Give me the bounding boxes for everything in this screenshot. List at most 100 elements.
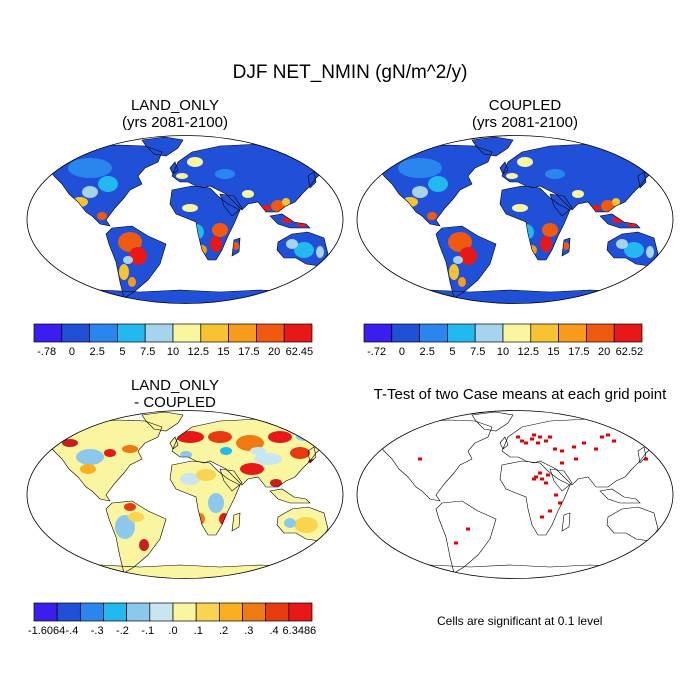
field-patch xyxy=(129,247,147,265)
field-patch xyxy=(242,190,254,198)
landmass-antarctica xyxy=(62,290,318,304)
significant-cell xyxy=(536,441,540,445)
coastline-arabia xyxy=(219,193,243,217)
coastline-madagascar xyxy=(231,512,241,532)
field-patch xyxy=(124,503,136,511)
coastline-africa xyxy=(499,185,571,261)
field-patch xyxy=(268,431,292,443)
landmass-namerica xyxy=(48,420,162,501)
significant-cell xyxy=(560,449,564,453)
landmass-africa xyxy=(500,461,570,535)
field-patch xyxy=(506,173,518,179)
panel-title-line2: (yrs 2081-2100) xyxy=(472,114,578,131)
significance-note: Cells are significant at 0.1 level xyxy=(437,614,603,628)
coastline-arabia xyxy=(219,468,243,492)
significant-cell xyxy=(524,441,528,445)
colorbar-swatch xyxy=(89,323,118,343)
coastline-greenland xyxy=(471,136,514,157)
landmass-antarctica xyxy=(62,565,318,579)
colorbar-swatch xyxy=(586,323,615,343)
colorbar-swatch xyxy=(242,602,267,622)
panel-title-line1: LAND_ONLY xyxy=(130,97,220,114)
field-patch xyxy=(210,236,222,252)
landmass-arabia xyxy=(220,194,242,216)
significant-cell xyxy=(534,475,538,479)
colorbar-swatch xyxy=(265,602,290,622)
coastline-uk xyxy=(169,436,179,450)
panel-title-line1: T-Test of two Case means at each grid po… xyxy=(373,386,667,403)
panel-title-line1: LAND_ONLY xyxy=(130,377,220,394)
significant-cell xyxy=(600,435,604,439)
landmass-antarctica xyxy=(392,290,648,304)
coastline-indonesia xyxy=(269,213,311,229)
field-patch xyxy=(624,242,644,258)
colorbar-tick-label: .3 xyxy=(244,625,253,637)
landmass-australia xyxy=(607,507,658,541)
map-coupled xyxy=(356,135,674,304)
colorbar-tick-label: .2 xyxy=(219,625,228,637)
field-patch xyxy=(612,198,620,206)
field-patch xyxy=(208,493,224,513)
field-patch xyxy=(646,246,654,258)
field-patch xyxy=(233,242,239,250)
colorbar-swatch xyxy=(117,323,146,343)
field-patch xyxy=(542,223,558,237)
field-patch xyxy=(180,473,200,485)
significant-cell xyxy=(574,457,578,461)
coastline-namerica xyxy=(377,419,493,502)
colorbar-tick-label: -.1 xyxy=(141,625,154,637)
globe-border xyxy=(356,410,674,579)
coastline-indonesia xyxy=(269,488,311,504)
colorbar-swatch xyxy=(474,323,504,343)
panel-title-ttest: T-Test of two Case means at each grid po… xyxy=(345,386,695,403)
field-patch xyxy=(187,157,203,167)
colorbar-swatch xyxy=(79,602,104,622)
coastline-uk xyxy=(499,161,509,175)
colorbar-tick-label: 20 xyxy=(598,346,610,358)
colorbar-tick-label: -.4 xyxy=(65,625,78,637)
colorbar-tick-label: 17.5 xyxy=(238,346,259,358)
field-patch xyxy=(512,204,528,212)
colorbar-tick-label: 7.5 xyxy=(470,346,485,358)
coastline-africa xyxy=(169,460,241,536)
landmass-madagascar xyxy=(232,513,240,531)
significant-cell xyxy=(540,477,544,481)
field-patch xyxy=(459,247,477,265)
colorbar-swatch xyxy=(256,323,285,343)
colorbar-tick-label: .1 xyxy=(194,625,203,637)
map-ttest xyxy=(356,410,674,579)
significant-cell xyxy=(520,439,524,443)
field-patch xyxy=(82,186,98,198)
landmass-arabia xyxy=(550,469,572,491)
colorbar-swatch xyxy=(558,323,587,343)
coastline-madagascar xyxy=(561,512,571,532)
field-patch xyxy=(398,158,442,178)
coastline-namerica xyxy=(377,144,493,227)
panel-title-line2: (yrs 2081-2100) xyxy=(122,114,228,131)
coastline-madagascar xyxy=(561,237,571,257)
colorbar-tick-label: 20 xyxy=(268,346,280,358)
coastline-nz xyxy=(333,261,343,283)
significant-cell xyxy=(644,457,648,461)
colorbar-tick-label: 12.5 xyxy=(188,346,209,358)
coastline-africa xyxy=(169,185,241,261)
field-patch xyxy=(316,246,324,258)
field-patch xyxy=(128,277,136,287)
colorbar-tick-label: 12.5 xyxy=(518,346,539,358)
panel-title-line2: - COUPLED xyxy=(134,394,216,411)
landmass-nz xyxy=(334,262,342,282)
colorbar-tick-label: -.78 xyxy=(37,346,56,358)
colorbar-swatch xyxy=(613,323,643,343)
field-patch xyxy=(271,200,285,212)
colorbar-tick-label: 0 xyxy=(399,346,405,358)
landmass-eurasia xyxy=(172,144,332,212)
coastline-arabia xyxy=(549,468,573,492)
field-patch xyxy=(115,515,135,539)
significant-cell xyxy=(538,471,542,475)
colorbar-swatch xyxy=(283,323,313,343)
field-patch xyxy=(68,158,112,178)
coastline-nz xyxy=(333,536,343,558)
significant-cell xyxy=(554,493,558,497)
landmass-nz xyxy=(664,262,672,282)
coastline-japan xyxy=(637,171,647,189)
